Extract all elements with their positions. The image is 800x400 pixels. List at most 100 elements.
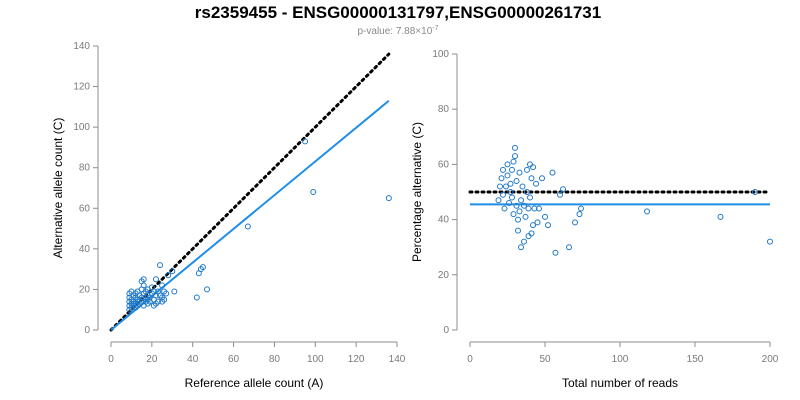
data-point xyxy=(572,219,578,226)
data-point xyxy=(512,153,518,160)
data-point xyxy=(204,286,211,293)
chart-title: rs2359455 - ENSG00000131797,ENSG00000261… xyxy=(195,3,601,22)
data-point xyxy=(507,189,514,195)
x-tick-label: 200 xyxy=(762,354,779,365)
data-point xyxy=(161,296,168,303)
data-point xyxy=(509,194,515,201)
x-axis-title: Reference allele count (A) xyxy=(185,376,324,390)
data-point xyxy=(310,189,317,196)
data-point xyxy=(521,238,527,245)
y-tick-label: 60 xyxy=(79,203,91,214)
data-point xyxy=(525,233,532,240)
data-point xyxy=(515,227,521,234)
data-point xyxy=(510,211,517,218)
data-point xyxy=(515,216,521,223)
x-tick-label: 40 xyxy=(187,354,199,365)
data-point xyxy=(157,262,164,269)
data-point xyxy=(560,186,566,193)
data-point xyxy=(524,189,530,195)
data-point xyxy=(498,175,505,182)
data-point xyxy=(140,276,147,283)
y-tick-label: 60 xyxy=(438,159,450,170)
data-point xyxy=(165,272,172,279)
data-point xyxy=(516,169,523,176)
data-point xyxy=(503,183,509,190)
y-tick-label: 100 xyxy=(432,49,449,60)
data-point xyxy=(507,180,514,187)
y-tick-label: 0 xyxy=(84,325,90,336)
data-point xyxy=(545,222,551,229)
y-tick-label: 40 xyxy=(79,244,91,255)
data-point xyxy=(513,177,520,184)
data-point xyxy=(525,205,532,212)
x-tick-label: 80 xyxy=(269,354,281,365)
x-tick-label: 120 xyxy=(348,354,365,365)
data-point xyxy=(193,294,200,301)
data-point xyxy=(519,183,526,190)
data-point xyxy=(513,202,520,209)
y-tick-label: 20 xyxy=(438,270,450,281)
y-tick-label: 80 xyxy=(438,104,450,115)
x-tick-label: 50 xyxy=(539,354,551,365)
data-point xyxy=(527,194,533,201)
x-tick-label: 150 xyxy=(687,354,704,365)
data-point xyxy=(752,189,758,195)
data-point xyxy=(644,208,650,215)
data-point xyxy=(154,298,161,305)
data-point xyxy=(539,175,545,182)
y-tick-label: 120 xyxy=(73,82,90,93)
data-point xyxy=(717,213,724,220)
y-axis-title: Percentage alternative (C) xyxy=(410,122,424,262)
data-point xyxy=(159,282,166,289)
y-tick-label: 140 xyxy=(73,41,90,52)
data-point xyxy=(557,191,563,198)
data-point xyxy=(578,205,584,212)
data-point xyxy=(163,290,170,297)
p-value-text: p-value: 7.88×10 xyxy=(357,26,432,37)
data-point xyxy=(552,249,559,256)
data-point xyxy=(500,191,506,198)
x-tick-label: 0 xyxy=(467,354,473,365)
data-point xyxy=(500,166,506,173)
x-tick-label: 100 xyxy=(612,354,629,365)
data-point xyxy=(512,144,518,151)
y-tick-label: 80 xyxy=(79,163,91,174)
expected-ratio-reference-line xyxy=(109,52,391,332)
data-point xyxy=(566,244,572,251)
data-point xyxy=(524,166,530,173)
data-point xyxy=(501,205,508,212)
data-point xyxy=(509,166,515,173)
data-point xyxy=(510,158,517,165)
data-point xyxy=(528,230,535,237)
p-value-subtitle: p-value: 7.88×10-7 xyxy=(357,25,438,37)
data-point xyxy=(504,172,511,179)
data-point xyxy=(576,211,583,218)
data-point xyxy=(549,169,556,176)
data-point xyxy=(516,208,523,215)
data-point xyxy=(497,183,503,190)
data-point xyxy=(518,244,524,251)
y-tick-label: 40 xyxy=(438,215,450,226)
data-point xyxy=(530,222,536,229)
x-axis-title: Total number of reads xyxy=(562,376,678,390)
x-tick-label: 60 xyxy=(228,354,240,365)
allele-count-scatter-panel: 0 20 40 60 80 100 120 140 0 20 40 60 80 100 120 140 Refe… xyxy=(51,41,406,390)
data-point xyxy=(140,282,147,289)
y-tick-label: 0 xyxy=(443,325,449,336)
data-point xyxy=(521,202,527,209)
data-point xyxy=(518,197,524,204)
data-point xyxy=(527,161,533,168)
data-point xyxy=(533,180,539,187)
data-point xyxy=(506,200,512,207)
x-tick-label: 140 xyxy=(389,354,406,365)
y-axis-title: Alternative allele count (C) xyxy=(51,118,65,259)
x-tick-label: 100 xyxy=(307,354,324,365)
p-value-exponent: -7 xyxy=(432,25,438,32)
data-point xyxy=(504,161,511,168)
percentage-alternative-panel: 0 50 100 150 200 0 20 40 60 80 100 Total number of … xyxy=(410,49,779,390)
x-tick-label: 0 xyxy=(108,354,114,365)
data-point xyxy=(152,276,159,283)
y-tick-label: 20 xyxy=(79,284,91,295)
data-point xyxy=(534,219,541,226)
data-point xyxy=(528,175,535,182)
